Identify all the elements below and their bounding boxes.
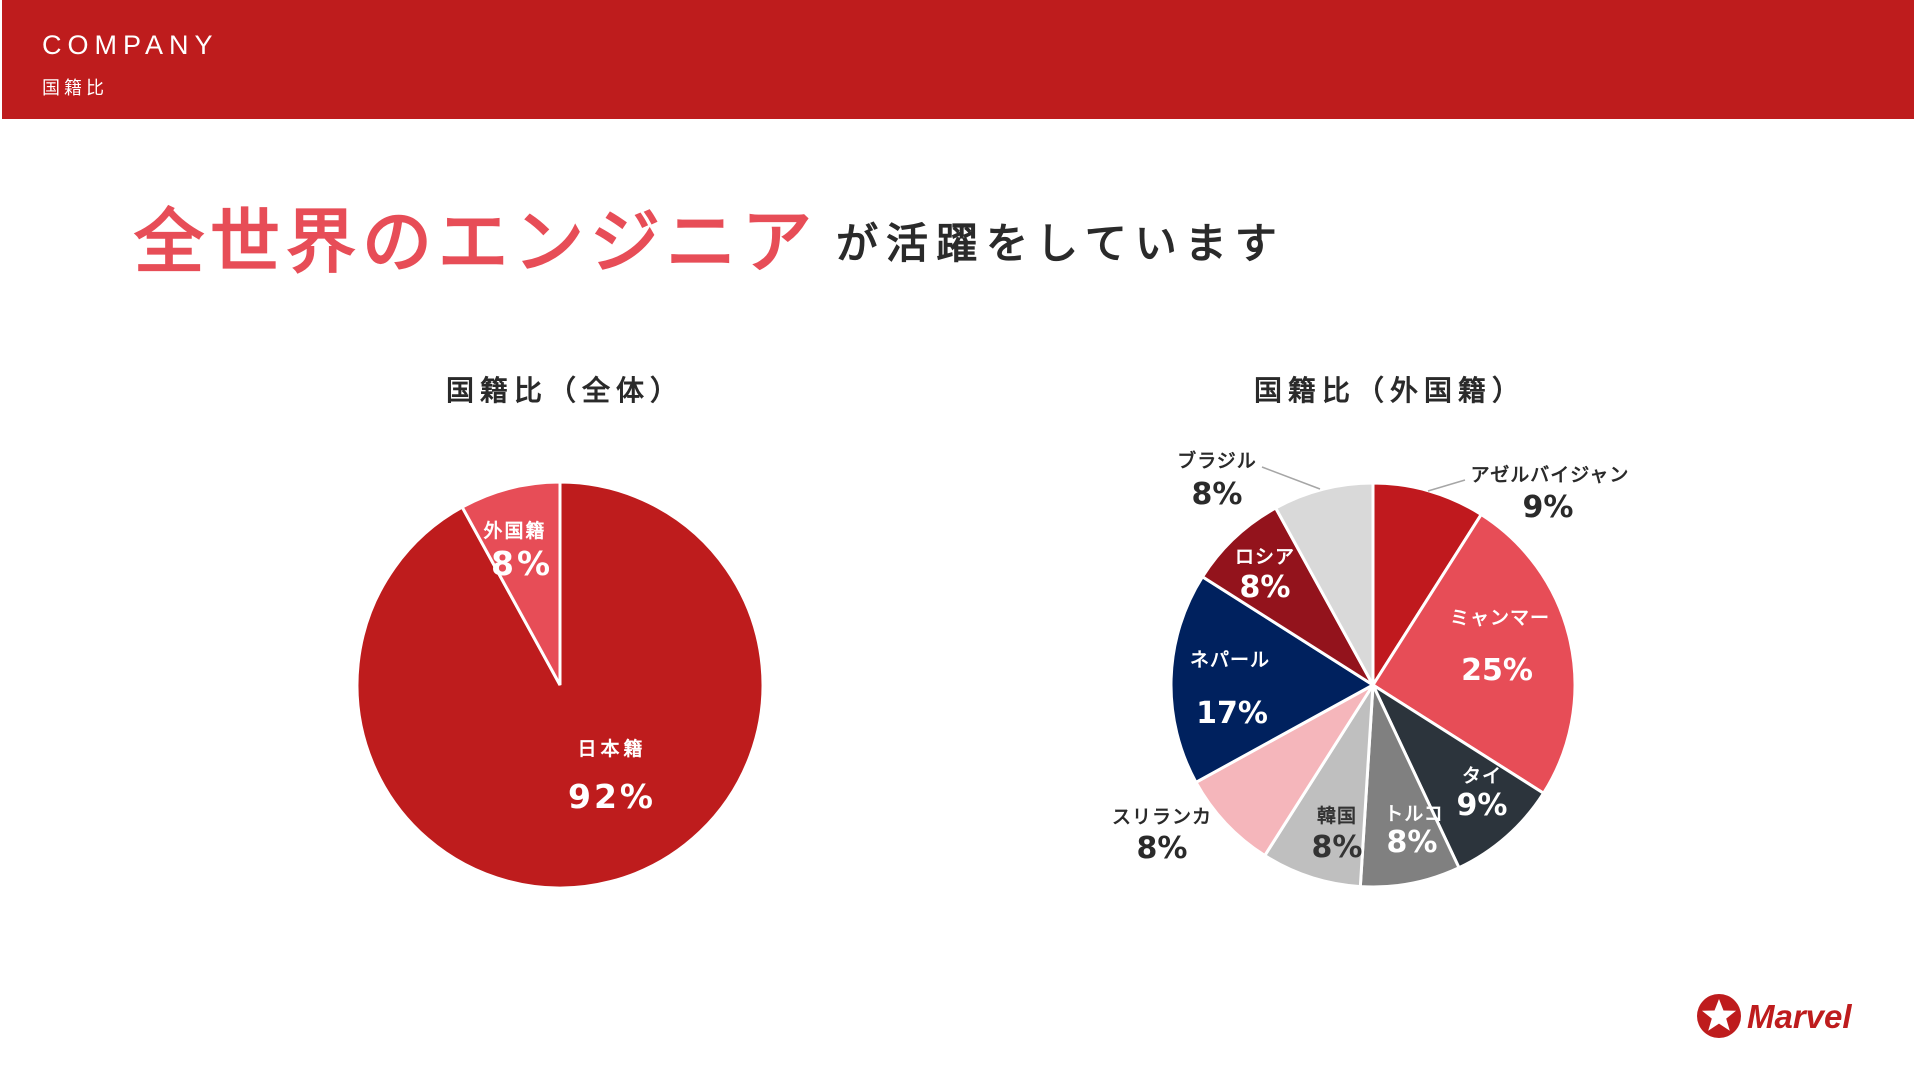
pie-slice	[1273, 481, 1375, 686]
slice-value: 9%	[1457, 788, 1508, 823]
pie-slice	[1369, 680, 1546, 870]
slice-value: 92%	[568, 777, 656, 816]
slice-value: 17%	[1196, 696, 1268, 731]
slice-label: トルコ	[1384, 803, 1444, 825]
slice-label: アゼルバイジャン	[1471, 463, 1630, 486]
pie-slice	[1200, 505, 1375, 687]
leader-line	[1261, 466, 1321, 490]
slice-value: 8%	[1312, 830, 1363, 865]
star-shape	[1702, 999, 1736, 1031]
slice-label: 日本籍	[577, 737, 646, 760]
slice-value: 8%	[1240, 570, 1291, 605]
slice-value: 9%	[1523, 490, 1574, 525]
headline-rest: が活躍をしています	[836, 219, 1285, 268]
header-title: COMPANY	[42, 30, 219, 60]
slice-label: ネパール	[1190, 649, 1270, 671]
slice-label: ブラジル	[1177, 449, 1257, 472]
slice-value: 8%	[1192, 477, 1243, 512]
slice-value: 8%	[1137, 831, 1188, 866]
slice-value: 25%	[1461, 653, 1533, 688]
headline-main: 全世界のエンジニア	[134, 201, 818, 283]
slice-value: 8%	[491, 544, 553, 583]
slice-value: 8%	[1387, 825, 1438, 860]
header-subtitle: 国籍比	[42, 78, 108, 99]
slice-label: ミャンマー	[1450, 607, 1550, 629]
pie-slice	[1262, 684, 1375, 889]
slice-label: タイ	[1462, 765, 1502, 787]
pie-slice	[460, 480, 562, 686]
slice-label: 外国籍	[483, 519, 546, 542]
pie-slice	[1358, 684, 1462, 889]
pie-slice	[1193, 683, 1375, 858]
slice-label: ロシア	[1235, 546, 1295, 568]
header-bar: COMPANY 国籍比	[2, 0, 1914, 119]
slice-label: スリランカ	[1112, 806, 1212, 828]
pie-slice	[1169, 574, 1376, 785]
chart-title: 国籍比（全体）	[446, 374, 684, 407]
chart-title: 国籍比（外国籍）	[1254, 374, 1526, 407]
pie-chart-2: 国籍比（外国籍）アゼルバイジャン9%ミャンマー25%タイ9%トルコ8%韓国8%ス…	[1112, 374, 1630, 889]
page-headline: 全世界のエンジニア が活躍をしています	[134, 186, 1285, 287]
pie-slice	[1370, 512, 1577, 796]
slice-label: 韓国	[1317, 804, 1357, 827]
logo-text: Marvel	[1747, 998, 1852, 1035]
leader-line	[1427, 479, 1466, 492]
company-logo: Marvel	[1697, 994, 1852, 1038]
